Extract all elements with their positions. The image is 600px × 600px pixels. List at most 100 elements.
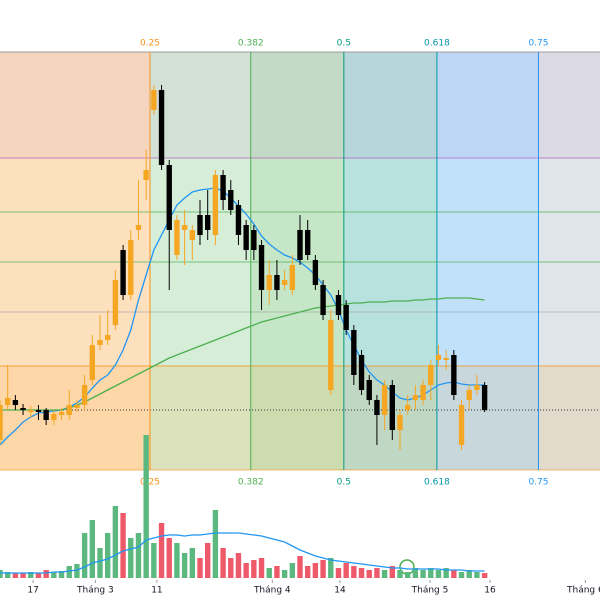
volume-bar [297,556,303,578]
candle-body [235,205,242,235]
volume-bar [420,570,426,578]
volume-bar [351,566,357,578]
volume-bar [35,573,42,578]
volume-bar [312,563,319,578]
volume-bar [228,558,234,578]
volume-bar [112,506,119,578]
candle-body [266,275,272,290]
candle-body [105,335,111,340]
volume-bar [481,573,488,578]
volume-bar [266,568,272,578]
candle-body [435,355,442,360]
volume-bar [181,553,188,578]
candle-body [443,358,449,360]
volume-bar [12,573,19,578]
volume-bar [443,568,449,578]
fib-label: 0.25 [140,478,160,488]
candle-body [351,330,357,375]
candle-body [312,260,319,285]
candle-body [305,230,311,255]
volume-bar [143,435,149,578]
volume-bar [281,570,288,578]
candle-body [166,165,172,230]
candle-body [228,190,234,210]
volume-bar [5,572,11,578]
x-tick-label: 17 [27,586,38,596]
volume-bar [174,543,180,578]
volume-ma-line [0,532,485,574]
candle-body [212,175,219,235]
volume-bar [397,570,403,578]
candle-body [51,414,57,420]
candle-body [74,405,80,408]
fib-label: 0.5 [337,39,351,49]
candle-body [66,405,72,415]
candle-body [335,295,342,315]
volume-bar [343,563,349,578]
volume-bar [235,553,242,578]
volume-bar [274,566,280,578]
candle-body [297,230,303,260]
x-tick-label: Tháng 6 [566,586,600,596]
volume-bar [389,566,395,578]
volume-bar [120,513,126,578]
x-tick-label: 14 [334,586,346,596]
candle-body [366,380,372,400]
volume-bar [166,538,172,578]
x-tick-label: Tháng 4 [253,586,291,596]
fib-label: 0.75 [528,39,548,49]
candle-body [451,355,457,395]
volume-bar [320,560,326,578]
candle-body [243,225,249,250]
volume-bar [58,571,65,578]
volume-bar [189,548,195,578]
volume-bar [74,564,80,578]
volume-bar [335,568,342,578]
volume-bar [151,543,157,578]
volume-bar [128,538,134,578]
volume-bar [97,548,103,578]
candle-body [358,355,365,390]
volume-bar [66,566,72,578]
volume-bar [105,533,111,578]
fib-label: 0.382 [238,478,264,488]
candle-body [389,385,395,430]
candle-body [12,400,19,405]
candle-body [43,410,49,420]
fib-label: 0.25 [140,39,160,49]
volume-bar [289,563,295,578]
candle-body [5,398,11,405]
candle-body [189,230,195,240]
candle-body [281,280,288,285]
volume-bar [258,558,265,578]
fib-label: 0.5 [337,478,351,488]
candle-body [58,412,65,415]
candle-body [135,225,142,230]
candle-body [258,245,265,290]
volume-bar [381,570,388,578]
candle-body [381,385,388,415]
volume-bar [212,510,219,578]
candle-body [481,385,488,410]
candle-body [20,408,26,410]
volume-bar [81,533,88,578]
candle-body [412,395,419,400]
candle-body [81,385,88,405]
candle-body [197,215,203,235]
candle-body [405,405,411,410]
volume-bar [358,568,365,578]
volume-bar [51,572,57,578]
candle-body [35,410,42,412]
candle-body [289,265,295,290]
candle-body [97,340,103,345]
volume-bar [474,572,480,578]
candle-body [458,405,465,445]
volume-bar [466,570,472,578]
x-tick-label: 11 [151,586,162,596]
volume-bar [135,533,142,578]
candle-body [205,215,211,230]
candle-body [328,320,334,390]
volume-bar [428,568,434,578]
volume-bar [20,573,26,578]
volume-bar [89,520,95,578]
